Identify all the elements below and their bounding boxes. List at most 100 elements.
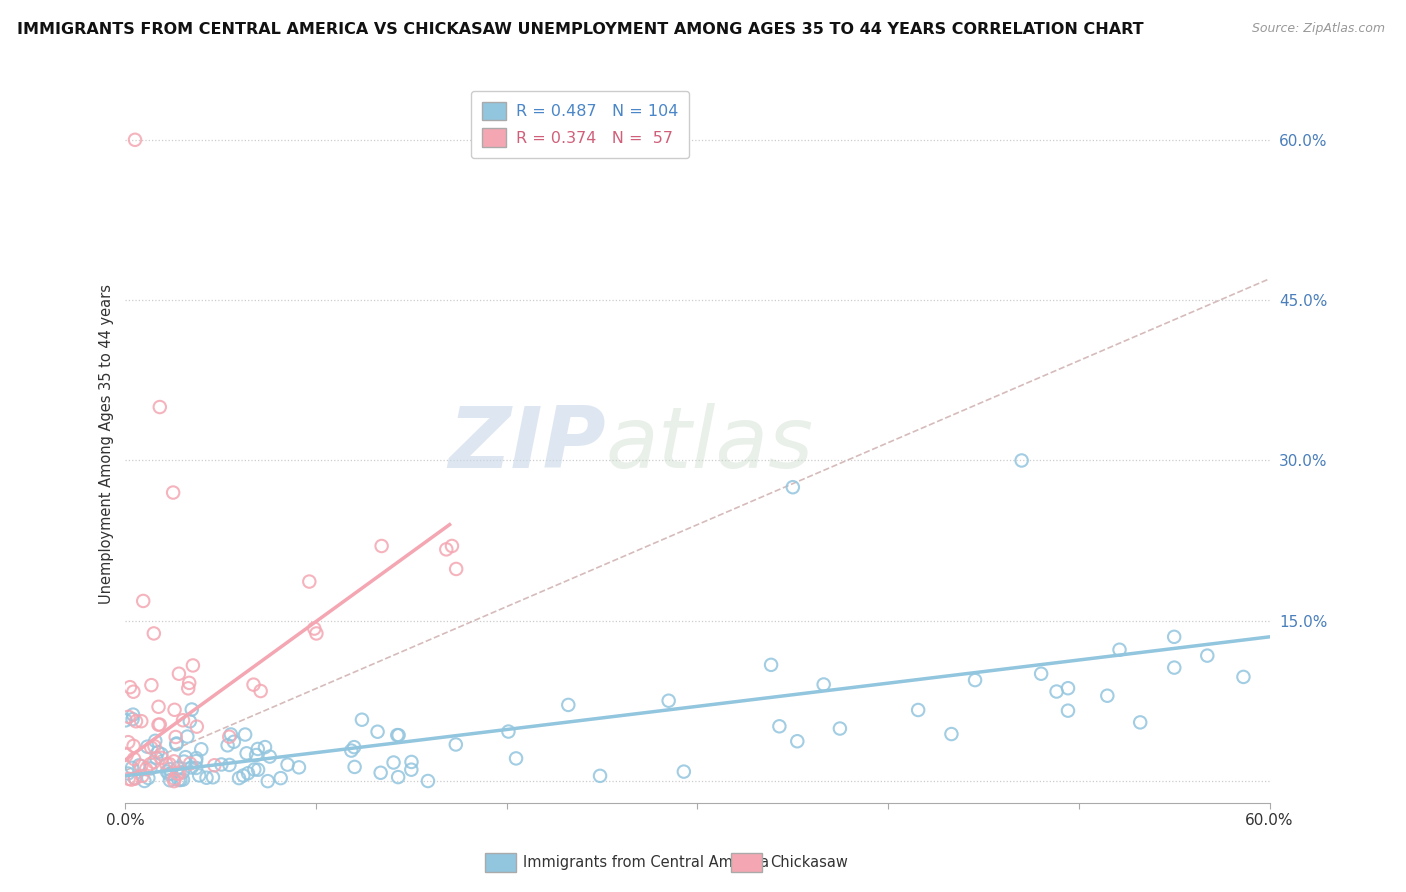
Point: [277, 757, 299, 772]
Point: [159, 757, 181, 772]
Point: [186, 720, 208, 734]
Point: [120, 772, 142, 787]
Point: [155, 757, 177, 772]
Point: [236, 766, 259, 780]
Point: [253, 740, 276, 755]
Point: [249, 684, 271, 698]
Point: [370, 539, 392, 553]
Point: [135, 762, 157, 776]
Point: [124, 771, 146, 785]
Point: [1197, 648, 1219, 663]
Point: [149, 400, 172, 414]
Point: [209, 757, 232, 772]
Point: [1129, 715, 1152, 730]
Point: [121, 712, 143, 726]
Point: [165, 730, 187, 744]
Point: [162, 485, 184, 500]
Point: [166, 766, 188, 780]
Point: [434, 542, 457, 557]
Point: [117, 772, 139, 786]
Point: [141, 740, 163, 755]
Point: [143, 734, 166, 748]
Point: [401, 755, 423, 769]
Point: [201, 770, 224, 784]
Point: [305, 626, 328, 640]
Point: [172, 765, 194, 780]
Point: [188, 768, 211, 782]
Point: [195, 771, 218, 785]
Text: IMMIGRANTS FROM CENTRAL AMERICA VS CHICKASAW UNEMPLOYMENT AMONG AGES 35 TO 44 YE: IMMIGRANTS FROM CENTRAL AMERICA VS CHICK…: [17, 22, 1143, 37]
Point: [382, 756, 405, 770]
Point: [136, 739, 159, 754]
Point: [401, 763, 423, 777]
Point: [557, 698, 579, 712]
Point: [145, 751, 167, 765]
Point: [117, 766, 139, 780]
Point: [156, 764, 179, 779]
Point: [1108, 642, 1130, 657]
Point: [217, 739, 239, 753]
Point: [1097, 689, 1119, 703]
Point: [907, 703, 929, 717]
Point: [1057, 704, 1080, 718]
Text: Source: ZipAtlas.com: Source: ZipAtlas.com: [1251, 22, 1385, 36]
Point: [141, 678, 163, 692]
Point: [1057, 681, 1080, 696]
Point: [498, 724, 520, 739]
Point: [350, 713, 373, 727]
Point: [247, 763, 270, 777]
Point: [134, 774, 156, 789]
Point: [228, 771, 250, 785]
Point: [149, 717, 172, 731]
Point: [180, 702, 202, 716]
Point: [782, 480, 804, 494]
Point: [166, 761, 188, 775]
Point: [169, 772, 191, 787]
Point: [387, 728, 409, 742]
Point: [179, 676, 201, 690]
Point: [218, 730, 240, 744]
Point: [298, 574, 321, 589]
Point: [658, 694, 681, 708]
Point: [288, 760, 311, 774]
Point: [218, 758, 240, 772]
Point: [148, 699, 170, 714]
Point: [233, 727, 256, 741]
Point: [142, 755, 165, 769]
Point: [122, 739, 145, 753]
Point: [232, 768, 254, 782]
Point: [167, 666, 190, 681]
Point: [177, 681, 200, 696]
Point: [304, 622, 326, 636]
Point: [150, 751, 173, 765]
Point: [1163, 630, 1185, 644]
Point: [122, 684, 145, 698]
Point: [370, 765, 392, 780]
Point: [256, 774, 278, 789]
Point: [132, 594, 155, 608]
Point: [125, 714, 148, 729]
Point: [1029, 666, 1052, 681]
Point: [1011, 453, 1033, 467]
Point: [589, 769, 612, 783]
Point: [128, 758, 150, 772]
Point: [1163, 660, 1185, 674]
Point: [243, 763, 266, 777]
Point: [672, 764, 695, 779]
Legend: R = 0.487   N = 104, R = 0.374   N =  57: R = 0.487 N = 104, R = 0.374 N = 57: [471, 91, 689, 158]
Point: [115, 747, 138, 762]
Point: [124, 133, 146, 147]
Point: [444, 562, 467, 576]
Point: [114, 714, 136, 728]
Point: [242, 678, 264, 692]
Point: [340, 743, 363, 757]
Point: [440, 539, 463, 553]
Point: [167, 766, 190, 780]
Point: [367, 724, 389, 739]
Y-axis label: Unemployment Among Ages 35 to 44 years: Unemployment Among Ages 35 to 44 years: [100, 285, 114, 605]
Point: [245, 747, 267, 762]
Point: [505, 751, 527, 765]
Point: [163, 703, 186, 717]
Point: [138, 771, 160, 785]
Point: [142, 626, 165, 640]
